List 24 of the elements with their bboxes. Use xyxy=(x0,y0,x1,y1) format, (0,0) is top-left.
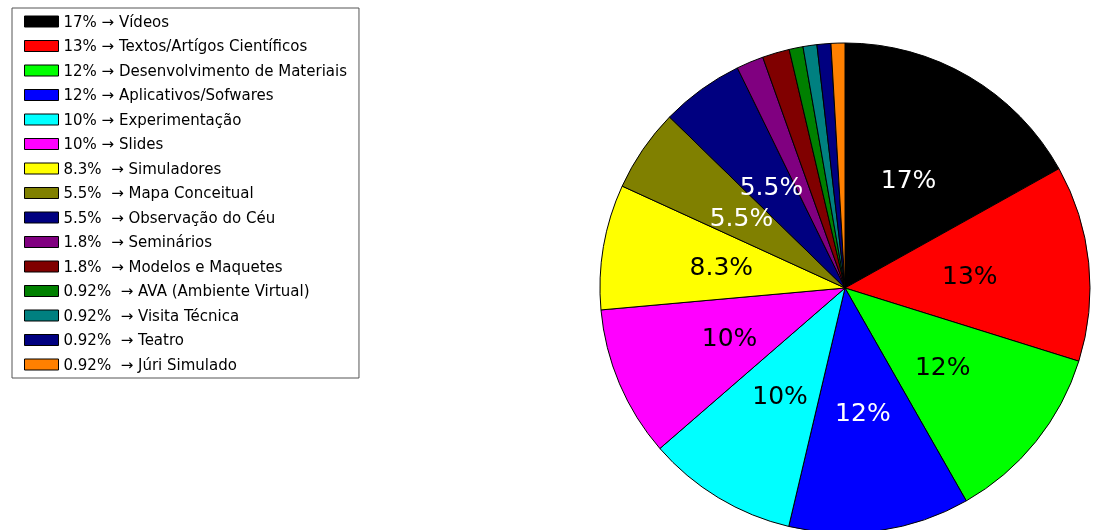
data-label: 5.5% xyxy=(739,171,804,201)
legend-label: 12% → Aplicativos/Sofwares xyxy=(63,86,274,104)
legend-label: 0.92% → Visita Técnica xyxy=(63,306,240,325)
data-label: 5.5% xyxy=(709,202,774,232)
legend-label: 17% → Vídeos xyxy=(63,12,170,31)
data-label: 12% xyxy=(914,352,971,382)
data-label: 12% xyxy=(835,397,891,427)
data-label: 13% xyxy=(942,260,998,290)
legend-label: 10% → Experimentação xyxy=(63,110,242,129)
legend-label: 8.3% → Simuladores xyxy=(63,159,222,178)
legend-label: 13% → Textos/Artígos Científicos xyxy=(63,37,308,55)
legend-label: 1.8% → Modelos e Maquetes xyxy=(63,257,283,276)
legend-label: 0.92% → Júri Simulado xyxy=(63,355,237,374)
data-label: 8.3% xyxy=(689,252,754,282)
data-label: 17% xyxy=(880,165,937,195)
legend-label: 0.92% → AVA (Ambiente Virtual) xyxy=(63,282,310,300)
legend-label: 1.8% → Seminários xyxy=(63,233,213,251)
legend-label: 0.92% → Teatro xyxy=(63,331,184,349)
legend-label: 10% → Slides xyxy=(63,135,164,153)
legend-label: 5.5% → Observação do Céu xyxy=(63,208,276,227)
legend-label: 5.5% → Mapa Conceitual xyxy=(63,184,254,202)
legend-label: 12% → Desenvolvimento de Materiais xyxy=(63,61,348,80)
data-label: 10% xyxy=(752,380,808,410)
data-label: 10% xyxy=(701,322,758,352)
